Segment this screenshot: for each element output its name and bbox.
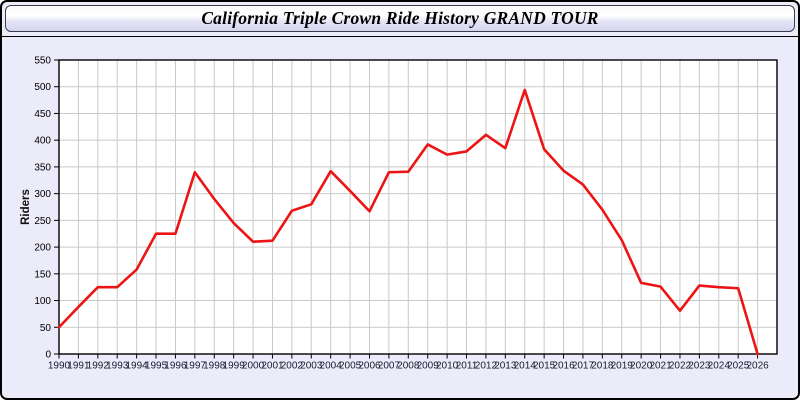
plot-background	[59, 60, 777, 354]
x-tick-label: 2012	[475, 361, 498, 372]
page-title: California Triple Crown Ride History GRA…	[201, 8, 599, 28]
x-tick-label: 1994	[125, 361, 148, 372]
x-tick-label: 1998	[203, 361, 226, 372]
x-tick-label: 2006	[358, 361, 381, 372]
x-tick-label: 2001	[261, 361, 284, 372]
y-axis-title: Riders	[20, 189, 32, 225]
plot-frame	[58, 59, 778, 355]
x-tick-label: 2011	[456, 361, 478, 372]
x-tick-label: 1997	[184, 361, 207, 372]
x-tick-label: 2014	[514, 361, 537, 372]
y-tick-label: 0	[45, 350, 51, 361]
x-tick-label: 2015	[533, 361, 556, 372]
y-tick-label: 100	[34, 296, 51, 307]
x-tick-label: 2021	[649, 361, 672, 372]
x-tick-label: 2022	[669, 361, 692, 372]
chart-area: 1990 1991 1992 1993 1994 1995 1996 1997 1998 1999…	[2, 37, 800, 400]
title-bar: California Triple Crown Ride History GRA…	[5, 5, 795, 32]
y-axis-labels: 0 50 100 150 200 250 300 350 400 450 500 550	[34, 56, 51, 361]
y-tick-label: 50	[40, 323, 52, 334]
x-axis-labels: 1990199119921993199419951996199719981999…	[48, 361, 769, 372]
y-tick-label: 400	[34, 136, 51, 147]
x-tick-label: 2007	[378, 361, 401, 372]
x-tick-label: 2017	[572, 361, 595, 372]
x-tick-label: 2023	[688, 361, 711, 372]
y-tick-label: 500	[34, 82, 51, 93]
y-tick-label: 150	[34, 269, 51, 280]
x-tick-label: 2019	[611, 361, 634, 372]
x-tick-label: 1990	[48, 361, 71, 372]
header-band: California Triple Crown Ride History GRA…	[2, 2, 798, 37]
x-tick-label: 1996	[164, 361, 187, 372]
x-tick-label: 1999	[223, 361, 246, 372]
x-tick-label: 2003	[300, 361, 323, 372]
x-tick-label: 2025	[727, 361, 750, 372]
y-tick-label: 300	[34, 189, 51, 200]
x-tick-label: 2026	[746, 361, 769, 372]
x-tick-label: 1993	[106, 361, 129, 372]
x-tick-label: 2024	[708, 361, 731, 372]
x-tick-label: 2000	[242, 361, 265, 372]
x-tick-label: 2013	[494, 361, 517, 372]
x-tick-label: 2020	[630, 361, 653, 372]
x-tick-label: 2016	[552, 361, 575, 372]
x-tick-label: 2010	[436, 361, 459, 372]
y-tick-label: 550	[34, 56, 51, 67]
x-tick-label: 2009	[417, 361, 440, 372]
x-tick-label: 2002	[281, 361, 304, 372]
riders-line	[57, 88, 759, 356]
x-tick-label: 1992	[87, 361, 110, 372]
x-tick-label: 2004	[320, 361, 343, 372]
x-tick-label: 2018	[591, 361, 614, 372]
x-tick-label: 2005	[339, 361, 362, 372]
x-tick-label: 2008	[397, 361, 420, 372]
grid-lines	[59, 60, 777, 354]
x-tick-label: 1991	[67, 361, 90, 372]
y-tick-label: 200	[34, 243, 51, 254]
y-tick-label: 250	[34, 216, 51, 227]
y-tick-label: 350	[34, 162, 51, 173]
x-tick-label: 1995	[145, 361, 168, 372]
y-tick-label: 450	[34, 109, 51, 120]
ride-history-chart: 1990199119921993199419951996199719981999…	[20, 56, 778, 372]
